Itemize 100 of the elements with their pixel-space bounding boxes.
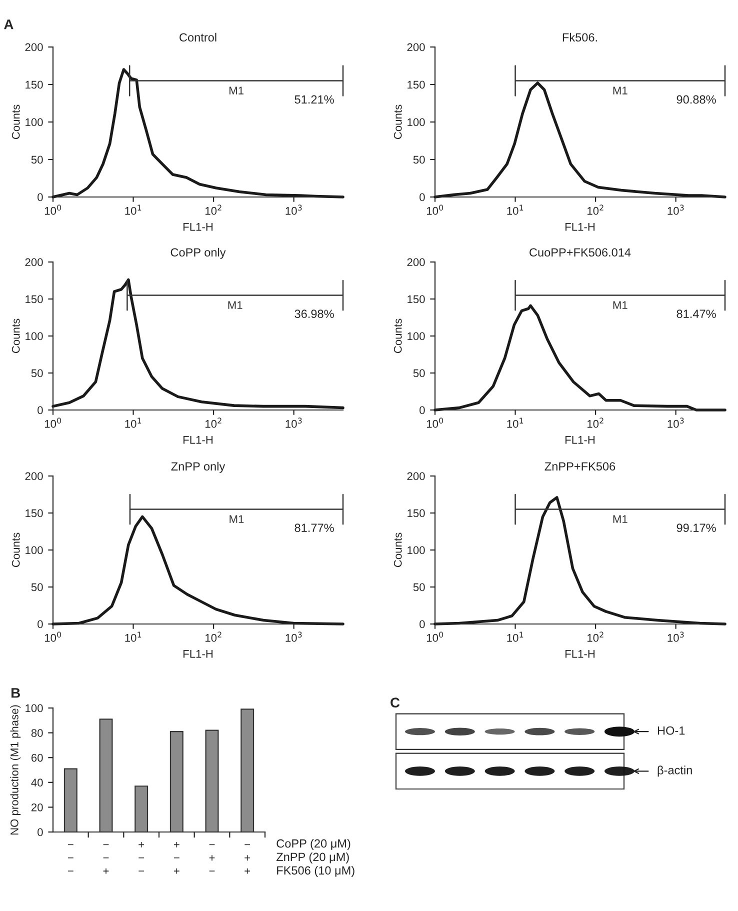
x-tick-label: 10$^{3}$: [286, 204, 302, 215]
x-tick-label: 10$^{3}$: [668, 418, 684, 428]
text: C: [390, 698, 400, 708]
y-tick-label: 0: [420, 193, 425, 202]
x-tick-label: − + −: [209, 844, 215, 872]
x-tick-label: + − +: [174, 842, 180, 874]
series-label: M1: [228, 301, 242, 309]
x-tick-label: 10$^{0}$: [426, 204, 444, 215]
x-tick-label: 10$^{0}$: [426, 418, 444, 428]
x-tick-label: − − −: [68, 844, 74, 872]
y-tick-label: 150: [408, 295, 425, 304]
y-tick-label: 0: [38, 193, 43, 202]
x-tick-label: 10$^{3}$: [286, 418, 302, 428]
y-axis-title: Counts: [12, 104, 20, 140]
chart-title: CoPP only: [170, 248, 226, 259]
y-tick-label: 0: [420, 406, 425, 414]
y-axis-title: Counts: [12, 532, 20, 568]
y-tick-label: 0: [38, 406, 43, 414]
series-label: M1: [613, 86, 628, 94]
y-tick-label: 50: [31, 156, 43, 164]
y-tick-label: 200: [407, 43, 425, 52]
x-tick-label: 10$^{2}$: [206, 632, 222, 642]
annotation: 81.77%: [294, 524, 334, 532]
annotation: 36.98%: [294, 310, 334, 318]
y-tick-label: 50: [413, 583, 425, 592]
x-tick-label: 10$^{2}$: [206, 418, 222, 428]
x-tick-label: − − +: [103, 844, 109, 874]
y-tick-label: 100: [26, 118, 43, 126]
y-tick-label: 50: [31, 583, 43, 592]
chart-title: Control: [180, 32, 216, 42]
series-label: M1: [613, 515, 628, 523]
y-tick-label: 200: [407, 472, 425, 480]
series-label: M1: [613, 301, 628, 309]
x-tick-label: 10$^{1}$: [125, 632, 142, 642]
y-tick-label: 50: [31, 369, 43, 378]
x-axis-title: FL1-H: [565, 223, 595, 231]
x-axis-title: FL1-H: [183, 650, 213, 658]
y-tick-label: 100: [26, 546, 43, 554]
y-tick-label: 60: [31, 754, 43, 762]
annotation: 99.17%: [676, 524, 716, 532]
x-tick-label: 10$^{2}$: [588, 632, 604, 642]
y-tick-label: 100: [26, 332, 43, 340]
y-tick-label: 200: [25, 43, 43, 52]
x-tick-label: 10$^{0}$: [44, 632, 62, 642]
y-tick-label: 100: [408, 546, 425, 554]
x-tick-label: + − −: [138, 842, 144, 872]
y-tick-label: 80: [31, 729, 43, 737]
y-tick-label: 50: [413, 156, 425, 164]
x-tick-label: 10$^{2}$: [588, 418, 604, 428]
text: ZnPP (20 μM): [276, 852, 349, 864]
y-tick-label: 100: [26, 704, 43, 712]
y-tick-label: 20: [31, 803, 43, 812]
x-tick-label: 10$^{2}$: [588, 204, 604, 215]
bar: [170, 731, 184, 832]
y-tick-label: 200: [25, 258, 43, 266]
x-tick-label: 10$^{3}$: [668, 632, 684, 642]
text: CoPP (20 μM): [276, 838, 350, 850]
y-tick-label: 100: [408, 332, 425, 340]
chart-title: ZnPP only: [171, 462, 226, 473]
y-tick-label: 150: [408, 80, 425, 89]
series-label: M1: [230, 515, 244, 523]
x-tick-label: 10$^{1}$: [507, 418, 524, 428]
x-tick-label: 10$^{0}$: [44, 418, 62, 428]
x-tick-label: 10$^{0}$: [44, 204, 62, 215]
x-tick-label: 10$^{1}$: [125, 418, 142, 428]
x-tick-label: 10$^{1}$: [125, 204, 142, 215]
text: A: [4, 20, 14, 30]
text: B: [12, 688, 20, 698]
x-tick-label: 10$^{1}$: [507, 632, 524, 642]
annotation: 90.88%: [676, 95, 716, 104]
x-axis-title: FL1-H: [565, 436, 595, 444]
text: β-actin: [658, 766, 692, 777]
text: HO-1: [658, 726, 685, 735]
y-axis-title: Counts: [394, 532, 402, 568]
x-tick-label: 10$^{1}$: [507, 204, 524, 215]
y-tick-label: 150: [26, 509, 43, 518]
bar: [205, 730, 219, 832]
text: FK506 (10 μM): [277, 866, 354, 877]
chart-title: CuoPP+FK506.014: [530, 248, 631, 257]
x-tick-label: 10$^{3}$: [668, 204, 684, 215]
series-label: M1: [229, 86, 244, 94]
y-tick-label: 200: [407, 258, 425, 266]
x-tick-label: − + +: [244, 844, 250, 874]
y-tick-label: 200: [25, 472, 43, 480]
x-axis-title: FL1-H: [183, 223, 213, 231]
y-tick-label: 0: [38, 828, 43, 836]
y-tick-label: 0: [420, 620, 425, 628]
x-tick-label: 10$^{3}$: [286, 632, 302, 642]
bar: [240, 708, 254, 832]
y-tick-label: 100: [408, 118, 425, 126]
x-axis-title: FL1-H: [183, 436, 213, 444]
y-axis-title: Counts: [394, 104, 402, 140]
x-axis-title: FL1-H: [565, 650, 595, 658]
y-tick-label: 150: [408, 509, 425, 518]
y-axis-title: Counts: [12, 318, 20, 354]
bar: [134, 786, 148, 832]
bar: [99, 718, 113, 832]
y-axis-title: Counts: [394, 318, 402, 354]
annotation: 51.21%: [294, 95, 334, 104]
y-tick-label: 50: [413, 369, 425, 378]
